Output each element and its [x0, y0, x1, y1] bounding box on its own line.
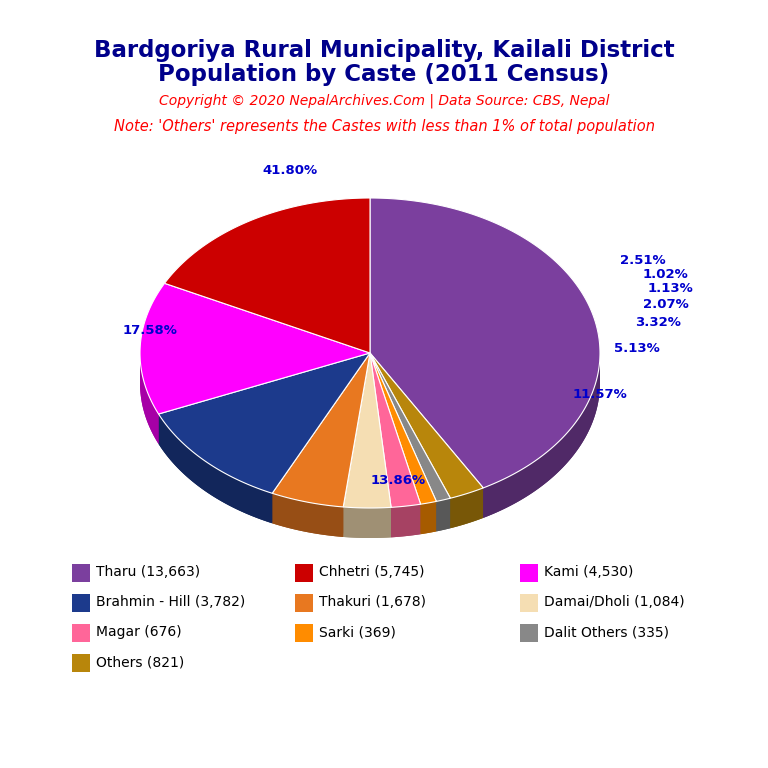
Bar [295, 594, 313, 612]
Text: Brahmin - Hill (3,782): Brahmin - Hill (3,782) [96, 595, 245, 609]
Bar [72, 654, 90, 672]
Bar [72, 624, 90, 642]
Bar [72, 564, 90, 582]
Polygon shape [272, 353, 370, 537]
Text: 13.86%: 13.86% [370, 474, 425, 486]
Polygon shape [158, 353, 370, 523]
Text: 5.13%: 5.13% [614, 342, 660, 355]
Text: Bardgoriya Rural Municipality, Kailali District: Bardgoriya Rural Municipality, Kailali D… [94, 38, 674, 61]
Polygon shape [483, 355, 600, 518]
Polygon shape [370, 353, 436, 535]
Text: Chhetri (5,745): Chhetri (5,745) [319, 565, 425, 579]
Polygon shape [370, 353, 600, 518]
Text: Dalit Others (335): Dalit Others (335) [544, 625, 669, 639]
Polygon shape [370, 353, 436, 505]
Polygon shape [421, 502, 436, 535]
Text: 41.80%: 41.80% [263, 164, 317, 177]
Bar [72, 594, 90, 612]
Polygon shape [391, 505, 421, 538]
Polygon shape [436, 498, 450, 531]
Polygon shape [370, 353, 421, 508]
Polygon shape [158, 353, 370, 493]
Polygon shape [370, 353, 450, 502]
Polygon shape [450, 488, 483, 528]
Text: Note: 'Others' represents the Castes with less than 1% of total population: Note: 'Others' represents the Castes wit… [114, 120, 654, 134]
Bar [520, 564, 538, 582]
Text: Copyright © 2020 NepalArchives.Com | Data Source: CBS, Nepal: Copyright © 2020 NepalArchives.Com | Dat… [159, 94, 609, 108]
Polygon shape [140, 353, 370, 444]
Polygon shape [343, 353, 391, 508]
Polygon shape [370, 353, 483, 528]
Text: 3.32%: 3.32% [635, 316, 681, 329]
Text: 2.51%: 2.51% [620, 254, 666, 267]
Polygon shape [158, 414, 272, 523]
Polygon shape [164, 198, 370, 353]
Polygon shape [370, 353, 450, 531]
Text: Population by Caste (2011 Census): Population by Caste (2011 Census) [158, 62, 610, 85]
Polygon shape [140, 353, 158, 444]
Polygon shape [370, 353, 483, 498]
Polygon shape [343, 507, 391, 538]
Text: 11.57%: 11.57% [573, 389, 627, 402]
Text: 17.58%: 17.58% [123, 323, 177, 336]
Polygon shape [343, 353, 391, 538]
Bar [520, 594, 538, 612]
Polygon shape [272, 353, 370, 507]
Bar [520, 624, 538, 642]
Polygon shape [272, 493, 343, 537]
Polygon shape [140, 283, 370, 414]
Text: 1.13%: 1.13% [648, 283, 694, 296]
Text: Damai/Dholi (1,084): Damai/Dholi (1,084) [544, 595, 684, 609]
Text: Thakuri (1,678): Thakuri (1,678) [319, 595, 426, 609]
Text: 2.07%: 2.07% [643, 299, 689, 312]
Text: Kami (4,530): Kami (4,530) [544, 565, 634, 579]
Bar [295, 624, 313, 642]
Polygon shape [370, 353, 421, 538]
Polygon shape [370, 198, 600, 488]
Text: Sarki (369): Sarki (369) [319, 625, 396, 639]
Text: 1.02%: 1.02% [643, 269, 689, 282]
Text: Others (821): Others (821) [96, 655, 184, 669]
Text: Magar (676): Magar (676) [96, 625, 181, 639]
Text: Tharu (13,663): Tharu (13,663) [96, 565, 200, 579]
Bar [295, 564, 313, 582]
